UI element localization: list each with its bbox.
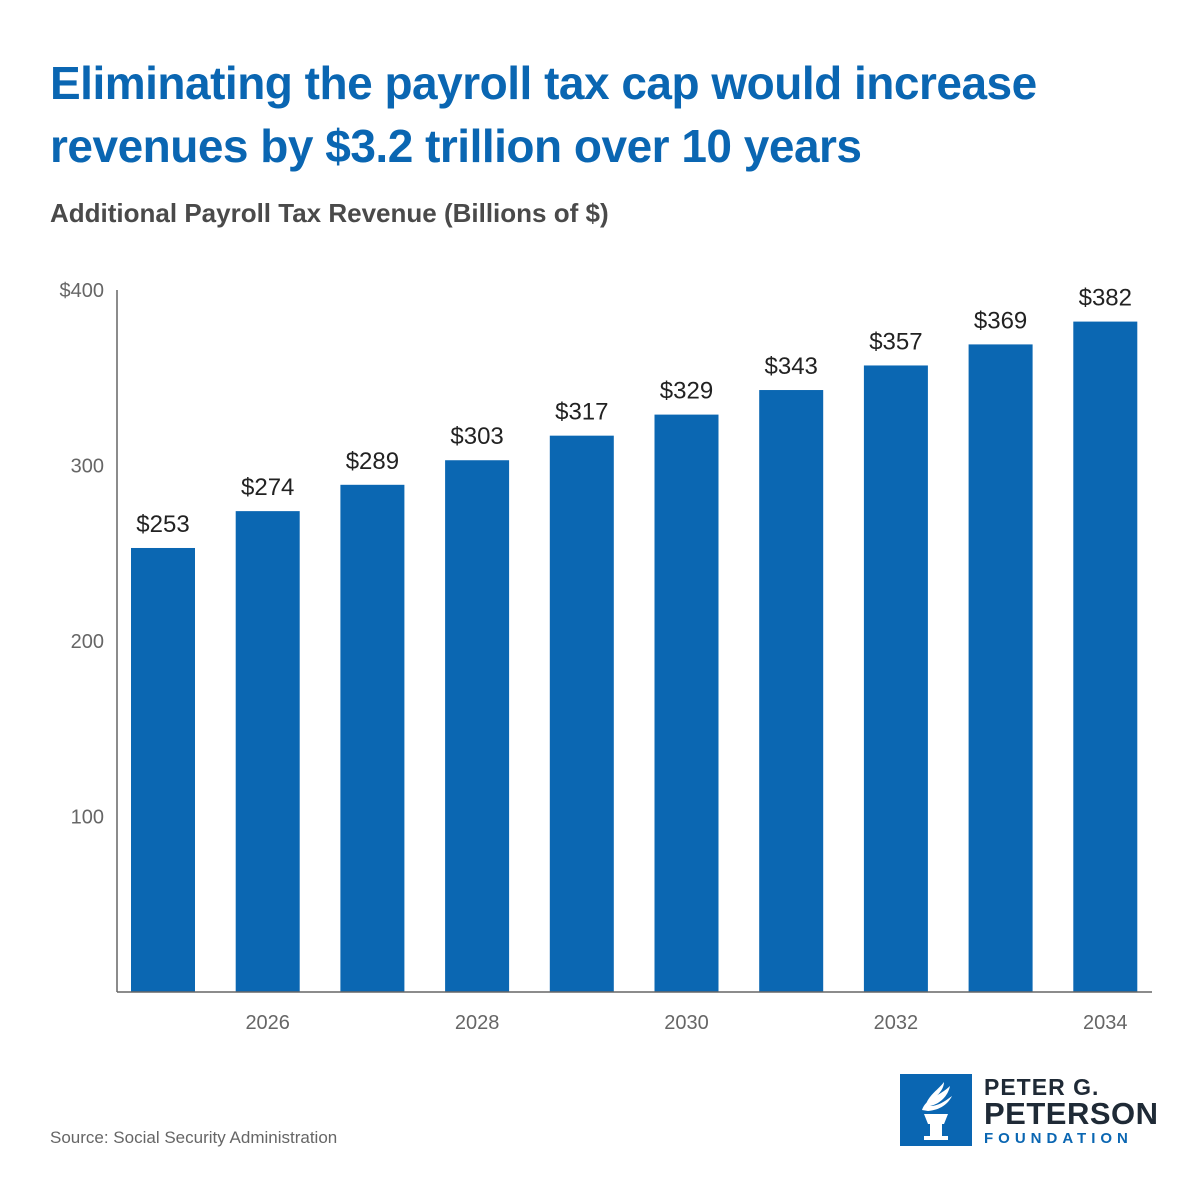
x-tick-label-2028: 2028: [455, 1012, 500, 1034]
bar-2029: [549, 435, 614, 992]
x-tick-label-2026: 2026: [245, 1012, 290, 1034]
data-label-2027: $289: [346, 448, 399, 475]
torch-logo-icon: [900, 1074, 972, 1146]
data-label-2028: $303: [450, 423, 503, 450]
bar-2025: [131, 547, 195, 992]
bar-2032: [863, 365, 928, 993]
data-label-2031: $343: [765, 353, 818, 380]
bar-2031: [759, 390, 824, 992]
bar-2033: [968, 344, 1033, 992]
chart-subtitle: Additional Payroll Tax Revenue (Billions…: [50, 198, 609, 228]
y-tick-label-400: $400: [60, 280, 105, 302]
y-tick-label-300: 300: [71, 456, 104, 478]
bar-2026: [235, 511, 300, 992]
bar-2030: [654, 414, 719, 992]
bar-chart: $253 $274 2026 $289 $303 2028 $317 $329 2030 $343…: [60, 280, 1152, 1034]
bar-2027: [340, 484, 405, 992]
y-tick-label-100: 100: [71, 807, 104, 829]
data-label-2029: $317: [555, 399, 608, 426]
x-tick-label-2032: 2032: [874, 1012, 919, 1034]
chart-title: Eliminating the payroll tax cap would in…: [50, 52, 1150, 178]
source-note: Source: Social Security Administration: [50, 1128, 338, 1147]
data-label-2034: $382: [1079, 285, 1132, 312]
logo-text-line-3: FOUNDATION: [984, 1130, 1133, 1147]
data-label-2026: $274: [241, 474, 294, 501]
data-label-2033: $369: [974, 307, 1027, 334]
y-tick-label-200: 200: [71, 631, 104, 653]
data-label-2032: $357: [869, 328, 922, 355]
chart-title-line-2: revenues by $3.2 trillion over 10 years: [50, 120, 862, 172]
peterson-foundation-logo: PETER G. PETERSON FOUNDATION: [900, 1074, 1160, 1148]
logo-text-line-2: PETERSON: [984, 1096, 1159, 1131]
chart-title-line-1: Eliminating the payroll tax cap would in…: [50, 57, 1037, 109]
x-tick-label-2034: 2034: [1083, 1012, 1128, 1034]
bar-2028: [445, 460, 510, 992]
data-label-2030: $329: [660, 378, 713, 405]
x-tick-label-2030: 2030: [664, 1012, 709, 1034]
bar-2034: [1073, 321, 1138, 993]
logo-text-line-1: PETER G.: [984, 1074, 1100, 1100]
data-label-2025: $253: [136, 511, 189, 538]
